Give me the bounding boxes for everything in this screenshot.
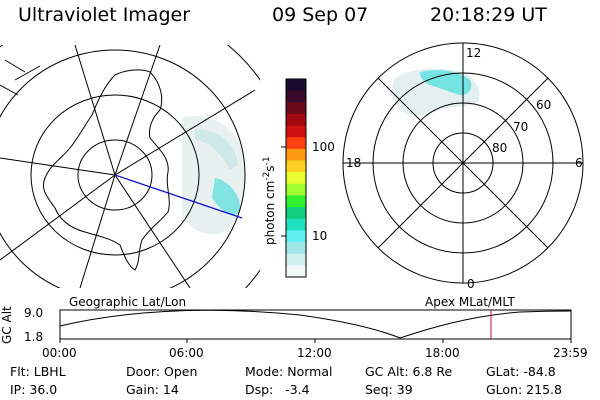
colorbar-unit-label: photon cm-2s-1: [262, 156, 277, 245]
altitude-ytick-top: 9.0: [24, 306, 44, 320]
status-glat: GLat: -84.8: [486, 364, 556, 379]
altitude-xtick: 00:00: [42, 346, 77, 360]
colorbar-segment: [286, 230, 306, 243]
instrument-title: Ultraviolet Imager: [18, 4, 191, 26]
status-mode: Mode: Normal: [245, 364, 333, 379]
coastline-fragments: [0, 59, 41, 96]
altitude-ytick-bottom: 1.8: [24, 330, 44, 344]
altitude-xtick: 12:00: [297, 346, 332, 360]
mlt-label-6: 6: [575, 156, 583, 170]
colorbar-tick-100: 100: [312, 140, 335, 154]
colorbar-segment: [286, 125, 306, 138]
colorbar-segment: [286, 195, 306, 208]
colorbar-segment: [286, 218, 306, 231]
colorbar-segment: [286, 102, 306, 115]
magnetic-map: [342, 42, 584, 284]
colorbar-segment: [286, 207, 306, 220]
colorbar-segment: [286, 265, 306, 278]
colorbar-segment: [286, 148, 306, 162]
colorbar-segment: [286, 242, 306, 255]
aurora-bright-region: [212, 178, 241, 215]
mlt-label-18: 18: [346, 156, 362, 170]
status-gc-alt: GC Alt: 6.8 Re: [365, 364, 453, 379]
date-label: 09 Sep 07: [272, 4, 369, 26]
satellite-track-line: [114, 174, 243, 219]
mlt-label-0: 0: [467, 277, 475, 291]
status-ip: IP: 36.0: [10, 382, 58, 397]
mlat-label-80: 80: [492, 141, 508, 155]
time-label: 20:18:29 UT: [430, 4, 547, 26]
altitude-xtick: 23:59: [553, 346, 588, 360]
magnetic-caption: Apex MLat/MLT: [425, 295, 515, 309]
status-filter: Flt: LBHL: [10, 364, 66, 379]
colorbar-segment: [286, 137, 306, 150]
colorbar-segment: [286, 172, 306, 185]
status-glon: GLon: 215.8: [486, 382, 562, 397]
aurora-oval-bright: [420, 70, 472, 96]
altitude-xtick: 18:00: [425, 346, 460, 360]
colorbar-segment: [286, 79, 306, 92]
altitude-curve: [59, 309, 572, 339]
mlt-label-12: 12: [466, 46, 482, 60]
colorbar: [281, 78, 307, 278]
continent-outline: [42, 69, 170, 271]
aurora-faint-region: [195, 129, 238, 170]
geographic-caption: Geographic Lat/Lon: [69, 295, 187, 309]
status-seq: Seq: 39: [365, 382, 413, 397]
colorbar-segment: [286, 253, 306, 266]
mlat-label-70: 70: [513, 120, 529, 134]
colorbar-segment: [286, 183, 306, 196]
colorbar-segment: [286, 90, 306, 103]
geographic-map: [0, 45, 260, 288]
status-dsp: Dsp: -3.4: [245, 382, 310, 397]
status-gain: Gain: 14: [126, 382, 179, 397]
colorbar-segment: [286, 160, 306, 173]
colorbar-tick-10: 10: [312, 229, 328, 243]
altitude-xtick: 06:00: [169, 346, 204, 360]
status-door: Door: Open: [126, 364, 198, 379]
colorbar-segment: [286, 113, 306, 127]
mlat-label-60: 60: [536, 98, 552, 112]
altitude-ylabel: GC Alt: [0, 306, 14, 344]
altitude-plot: [59, 309, 572, 343]
